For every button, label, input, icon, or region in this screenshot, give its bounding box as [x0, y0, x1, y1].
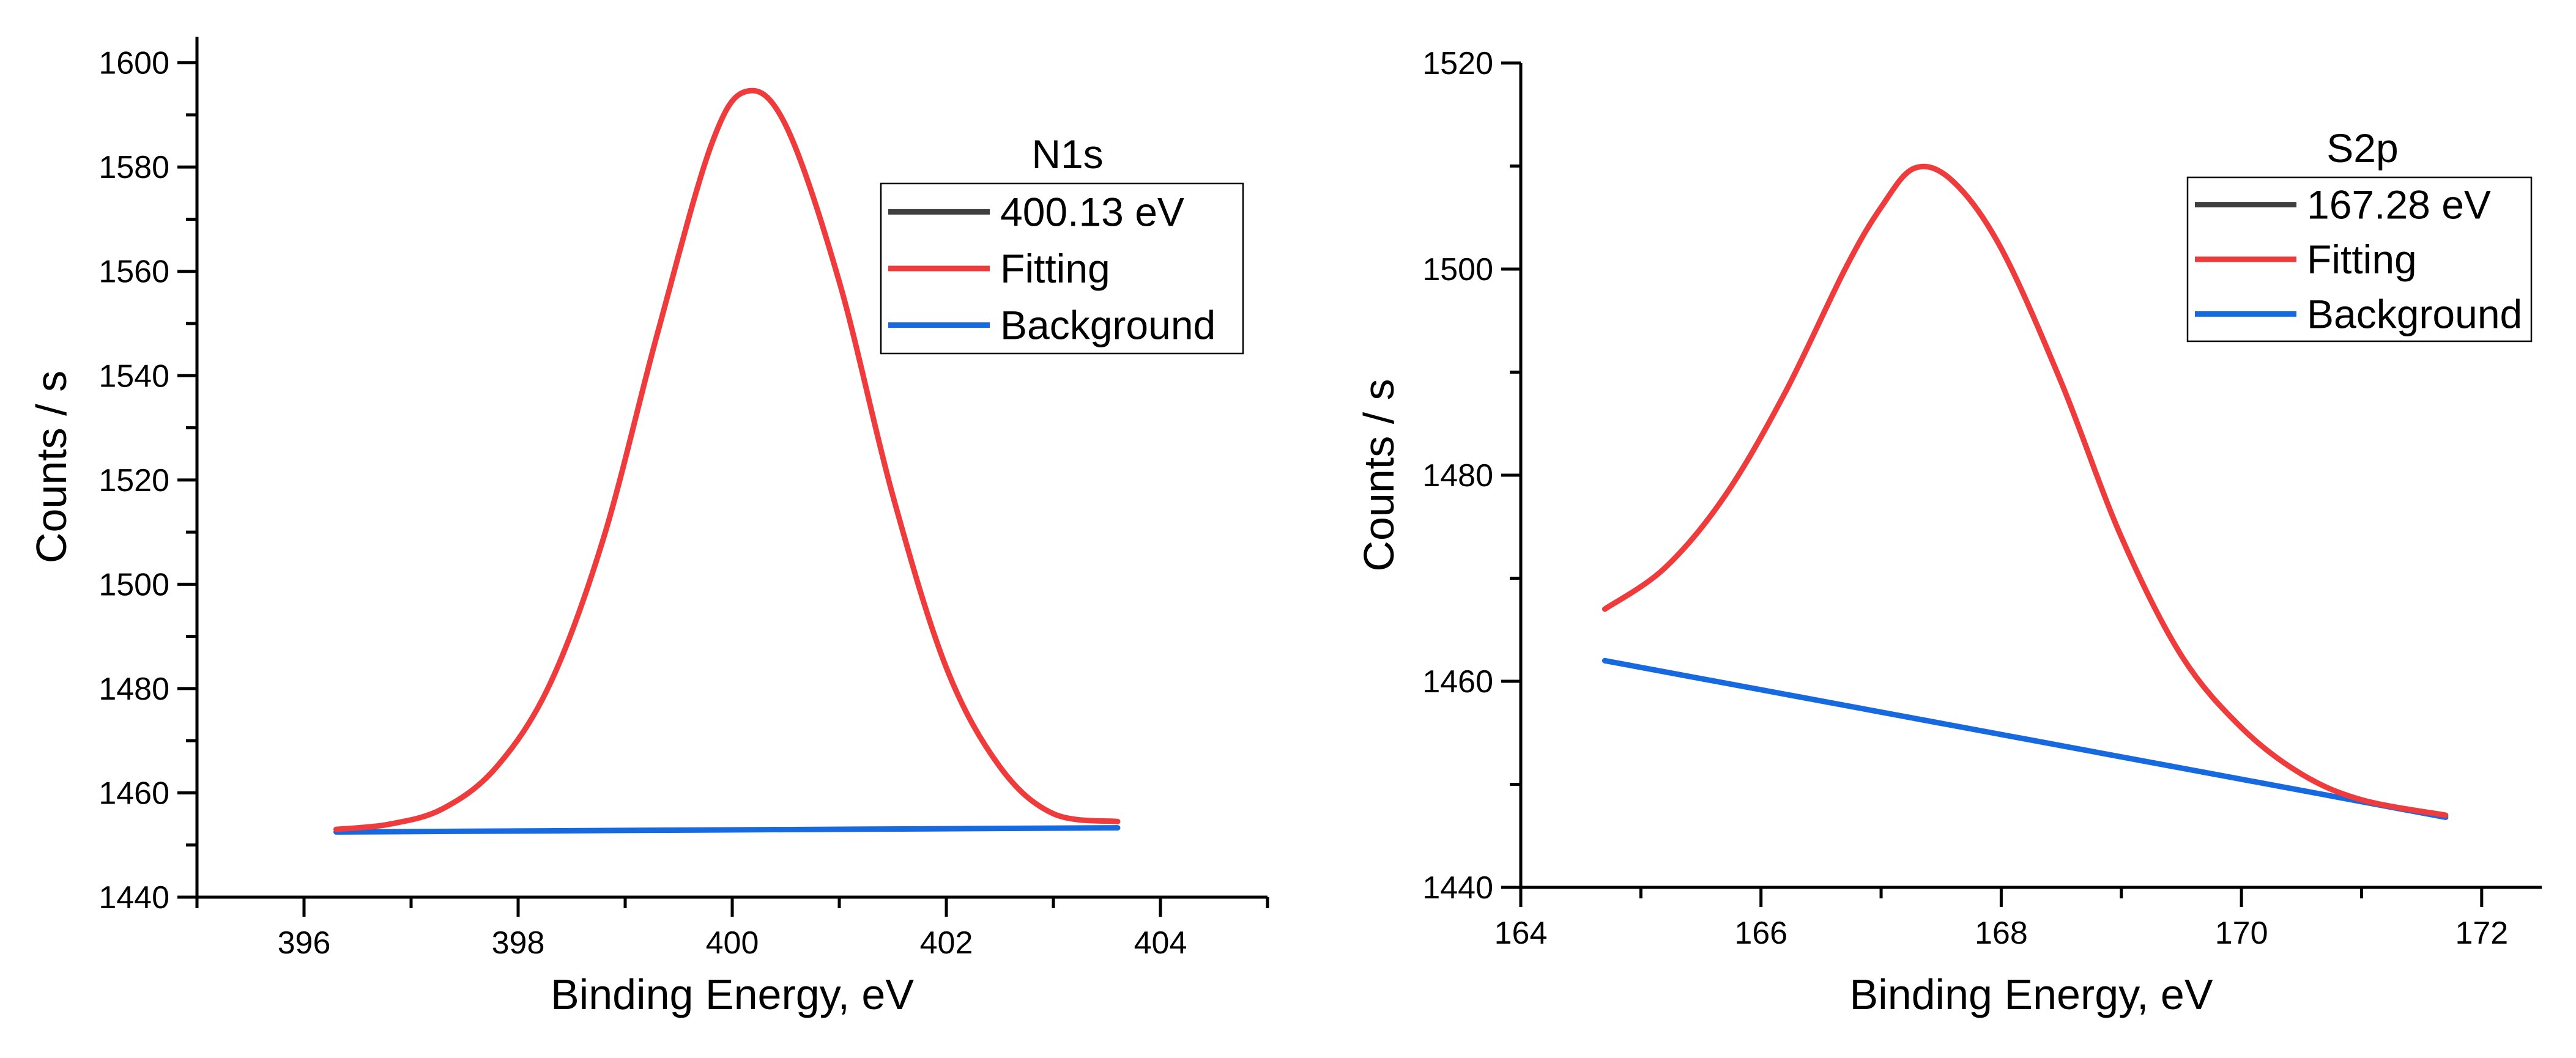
n1s-legend-label: 400.13 eV	[1000, 189, 1184, 234]
s2p-legend-title: S2p	[2326, 125, 2398, 171]
s2p-series-background	[1602, 657, 2449, 820]
n1s-x-tick-label: 404	[1134, 925, 1187, 961]
s2p-x-tick-label: 166	[1734, 916, 1787, 951]
s2p-x-tick-label: 164	[1494, 916, 1548, 951]
chart-n1s: 396 398 400 402 404 1440 1460 1480 1500 1520 1540 1…	[28, 37, 1269, 1018]
s2p-y-tick-label: 1480	[1422, 458, 1493, 494]
n1s-y-tick-label: 1540	[98, 358, 169, 394]
s2p-y-tick-label: 1500	[1422, 252, 1493, 287]
s2p-y-axis-title: Counts / s	[1355, 379, 1403, 571]
s2p-x-tick-label: 170	[2215, 916, 2268, 951]
s2p-legend-label: Background	[2307, 291, 2522, 336]
s2p-x-axis-title: Binding Energy, eV	[1849, 971, 2213, 1018]
n1s-y-tick-label: 1460	[98, 775, 169, 811]
n1s-x-tick-label: 400	[706, 925, 759, 961]
n1s-y-tick-label: 1440	[98, 880, 169, 916]
s2p-series-fitting	[1602, 163, 2449, 818]
s2p-y-tick-label: 1460	[1422, 664, 1493, 700]
chart-s2p: 164 166 168 170 172 1440 1460 1480 1500 1520 Bindi…	[1355, 46, 2542, 1018]
n1s-series-background	[333, 825, 1121, 835]
n1s-y-tick-label: 1560	[98, 254, 169, 290]
n1s-y-tick-label: 1520	[98, 463, 169, 498]
n1s-y-axis-title: Counts / s	[28, 371, 75, 563]
n1s-legend-label: Background	[1000, 303, 1216, 348]
n1s-legend-title: N1s	[1031, 131, 1103, 177]
n1s-y-tick-label: 1500	[98, 567, 169, 602]
s2p-legend-label: Fitting	[2307, 237, 2417, 282]
s2p-y-tick-label: 1520	[1422, 46, 1493, 81]
s2p-x-tick-label: 172	[2455, 916, 2508, 951]
n1s-x-tick-label: 402	[920, 925, 973, 961]
n1s-x-tick-label: 398	[492, 925, 545, 961]
s2p-legend-label: 167.28 eV	[2307, 182, 2491, 228]
n1s-x-axis-title: Binding Energy, eV	[551, 971, 914, 1018]
n1s-y-tick-label: 1600	[98, 46, 169, 81]
n1s-y-tick-label: 1580	[98, 150, 169, 185]
s2p-x-tick-label: 168	[1975, 916, 2028, 951]
n1s-series-fitting	[333, 87, 1121, 832]
n1s-y-tick-label: 1480	[98, 671, 169, 707]
s2p-y-tick-label: 1440	[1422, 870, 1493, 906]
n1s-x-tick-label: 396	[278, 925, 331, 961]
n1s-legend-label: Fitting	[1000, 246, 1110, 291]
